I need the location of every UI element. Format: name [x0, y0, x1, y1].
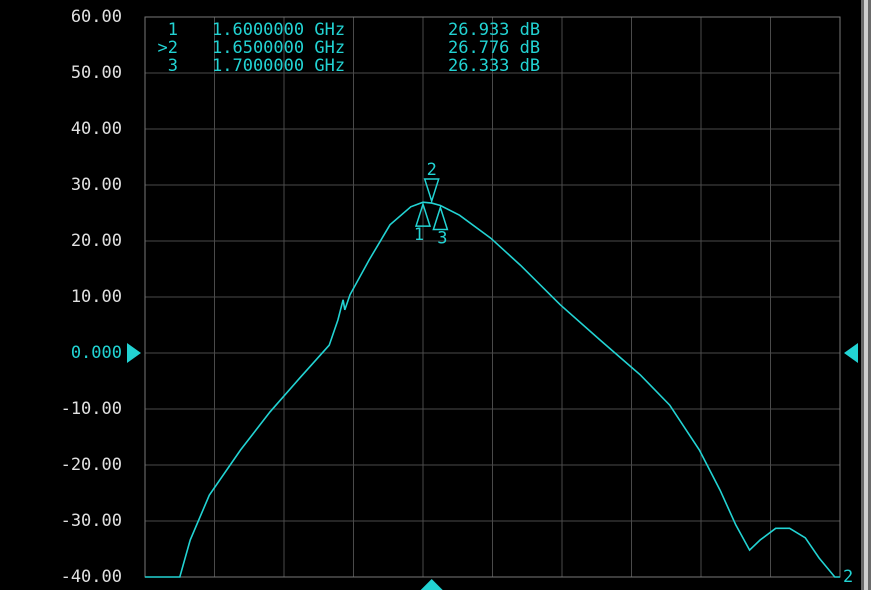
trace	[145, 201, 840, 578]
marker-table-frequency: 1.6500000 GHz	[212, 38, 345, 58]
marker-table-frequency: 1.7000000 GHz	[212, 56, 345, 76]
y-tick-label: 20.00	[71, 231, 122, 251]
marker-table-value: 26.333 dB	[448, 56, 540, 76]
marker-triangle	[432, 205, 449, 231]
y-tick-label: -30.00	[61, 511, 122, 531]
reference-arrow-right	[844, 343, 858, 363]
plot-frame	[144, 16, 841, 578]
marker-triangle	[423, 178, 440, 204]
y-tick-label: -20.00	[61, 455, 122, 475]
marker-label: 2	[427, 160, 437, 180]
reference-arrow-left	[127, 343, 141, 363]
y-tick-label: 10.00	[71, 287, 122, 307]
marker-triangle	[414, 201, 432, 227]
y-tick-label: 60.00	[71, 7, 122, 27]
marker-table-frequency: 1.6000000 GHz	[212, 20, 345, 40]
y-tick-label: 0.000	[71, 343, 122, 363]
marker-table-index: >2	[158, 38, 178, 58]
trace-label: 2	[843, 567, 853, 587]
marker-table-value: 26.933 dB	[448, 20, 540, 40]
marker-label: 3	[437, 229, 447, 249]
y-tick-label: -40.00	[61, 567, 122, 587]
y-tick-label: 50.00	[71, 63, 122, 83]
y-tick-label: 30.00	[71, 175, 122, 195]
marker-x-indicator	[420, 579, 443, 590]
marker-table-index: 3	[168, 56, 178, 76]
y-tick-label: 40.00	[71, 119, 122, 139]
marker-table-value: 26.776 dB	[448, 38, 540, 58]
side-bar-inner	[864, 0, 868, 590]
y-tick-label: -10.00	[61, 399, 122, 419]
marker-label: 1	[414, 225, 424, 245]
marker-table-index: 1	[168, 20, 178, 40]
